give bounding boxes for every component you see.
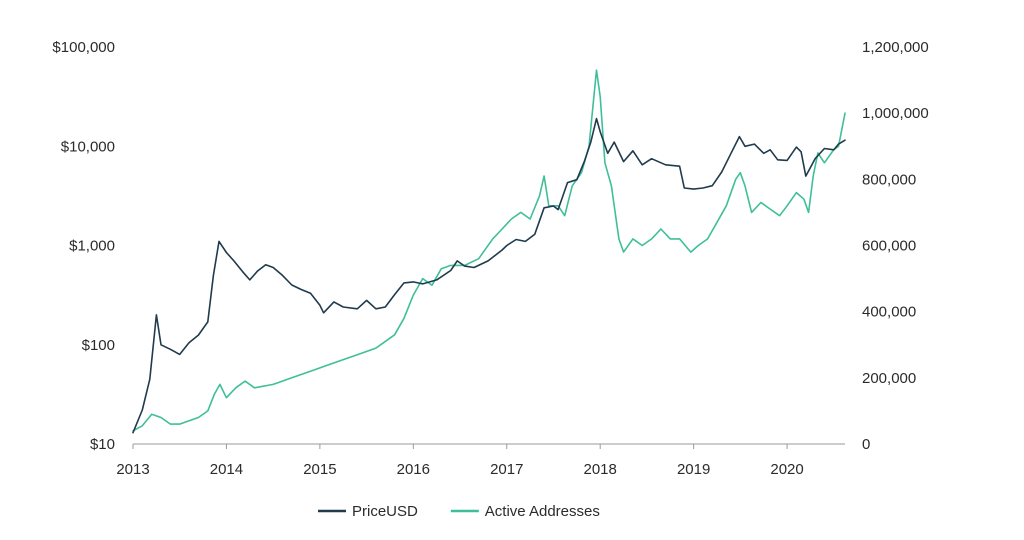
- x-tick-label: 2016: [397, 461, 430, 478]
- right-tick-label: 600,000: [862, 238, 916, 255]
- left-tick-label: $100: [82, 337, 115, 354]
- left-tick-label: $1,000: [69, 238, 115, 255]
- x-tick-label: 2013: [116, 461, 149, 478]
- right-tick-label: 1,000,000: [862, 105, 929, 122]
- legend: PriceUSD Active Addresses: [318, 503, 600, 520]
- right-tick-label: 0: [862, 436, 870, 453]
- series-line-active-addresses: [132, 69, 846, 432]
- right-axis-ticks: 0 200,000 400,000 600,000 800,000 1,000,000 1,…: [862, 39, 929, 453]
- x-tick-label: 2017: [490, 461, 523, 478]
- left-tick-label: $100,000: [52, 39, 115, 56]
- legend-label: PriceUSD: [352, 503, 418, 520]
- x-tick-label: 2018: [584, 461, 617, 478]
- right-tick-label: 200,000: [862, 370, 916, 387]
- left-tick-label: $10: [90, 436, 115, 453]
- right-tick-label: 400,000: [862, 304, 916, 321]
- series-line-price: [132, 117, 846, 434]
- right-tick-label: 800,000: [862, 171, 916, 188]
- left-axis-ticks: $10 $100 $1,000 $10,000 $100,000: [52, 39, 115, 453]
- x-tick-label: 2020: [770, 461, 803, 478]
- x-tick-label: 2015: [303, 461, 336, 478]
- x-axis-ticks: 2013 2014 2015 2016 2017 2018 2019 2020: [116, 444, 804, 478]
- x-tick-label: 2019: [677, 461, 710, 478]
- x-tick-label: 2014: [210, 461, 243, 478]
- right-tick-label: 1,200,000: [862, 39, 929, 56]
- legend-label: Active Addresses: [485, 503, 600, 520]
- left-tick-label: $10,000: [61, 138, 115, 155]
- series-group: [132, 69, 846, 434]
